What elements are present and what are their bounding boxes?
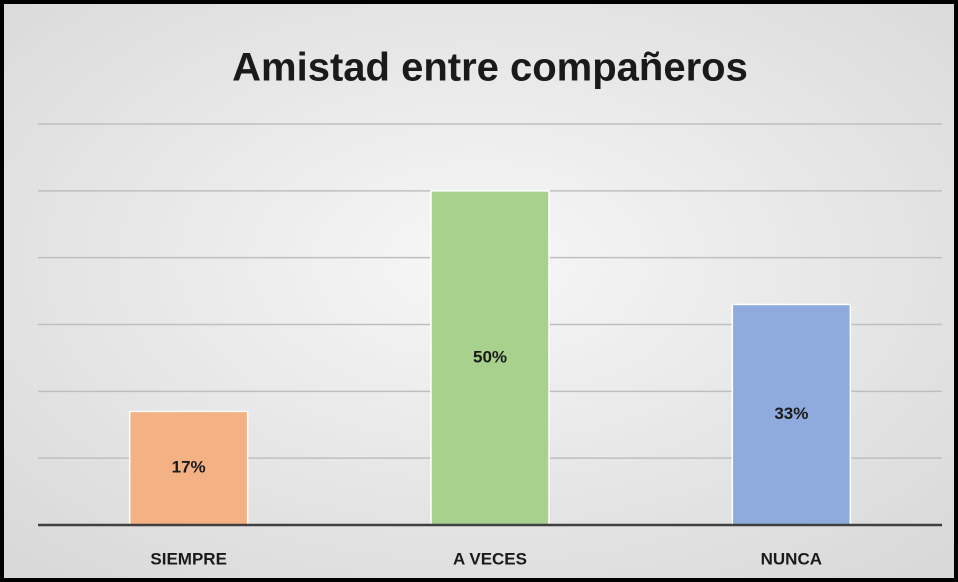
data-label: 33% <box>774 404 808 423</box>
bar <box>430 190 550 526</box>
x-tick-label: SIEMPRE <box>150 549 227 568</box>
data-label: 17% <box>172 458 206 477</box>
x-tick-label: NUNCA <box>761 549 822 568</box>
bar <box>128 410 249 526</box>
data-label: 50% <box>473 347 507 366</box>
bar <box>731 303 852 526</box>
x-tick-label: A VECES <box>453 549 527 568</box>
chart-title: Amistad entre compañeros <box>232 46 748 90</box>
